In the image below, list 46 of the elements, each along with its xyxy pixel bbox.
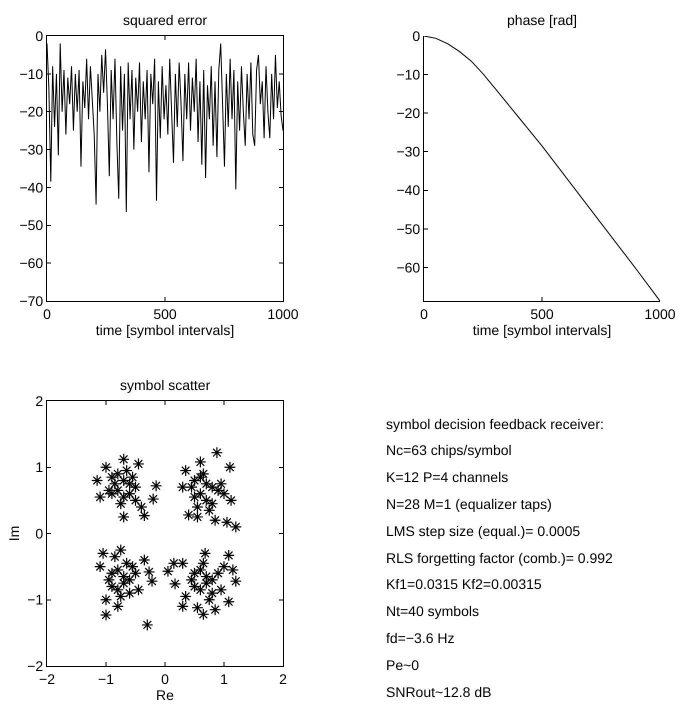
y-tick-label: −30 [396,144,420,160]
y-tick-label: 1 [35,459,44,476]
x-tick-label: −1 [98,670,114,687]
y-tick-label: 0 [35,28,44,44]
y-tick-label: −30 [19,141,44,158]
y-tick-label: −10 [396,66,420,82]
x-axis-title: time [symbol intervals] [472,322,612,338]
x-tick-label: 2 [279,670,288,687]
y-tick-label: −50 [19,217,44,234]
x-axis-title: Re [156,686,174,703]
y-tick-label: 0 [35,525,44,542]
y-tick-label: 0 [412,28,420,44]
y-tick-label: −10 [19,66,44,82]
text: Pe~0 [386,657,420,673]
text: RLS forgetting factor (comb.)= 0.992 [386,550,614,566]
text: Kf1=0.0315 Kf2=0.00315 [386,576,542,592]
y-tick-label: −20 [396,105,420,122]
y-tick-label: −2 [27,658,44,674]
y-tick-label: −60 [396,259,420,276]
y-tick-label: −40 [19,179,44,196]
y-axis-title: Im [6,526,22,542]
y-tick-label: 2 [35,392,44,409]
x-tick-label: 1000 [267,306,299,322]
chart-title: phase [rad] [507,12,578,28]
x-axis-title: time [symbol intervals] [96,322,234,338]
y-tick-label: −1 [27,592,44,608]
text: fd=−3.6 Hz [386,630,454,646]
x-tick-label: 0 [161,670,170,687]
text: Nc=63 chips/symbol [386,442,512,458]
text: LMS step size (equal.)= 0.0005 [386,523,580,539]
text: symbol decision feedback receiver: [386,416,604,432]
chart-title: symbol scatter [120,377,211,393]
chart-title: squared error [123,12,208,28]
text: Nt=40 symbols [386,603,479,619]
y-tick-label: −40 [396,182,420,198]
y-tick-label: −60 [19,255,44,272]
text: N=28 M=1 (equalizer taps) [386,496,552,512]
text: SNRout~12.8 dB [386,684,492,700]
x-tick-label: 500 [153,306,177,322]
text: K=12 P=4 channels [386,469,508,485]
y-tick-label: −20 [19,104,44,120]
x-tick-label: 1 [220,670,228,687]
x-tick-label: 500 [530,306,554,322]
x-tick-label: 1000 [644,306,676,322]
y-tick-label: −70 [19,292,44,309]
y-tick-label: −50 [396,220,420,237]
